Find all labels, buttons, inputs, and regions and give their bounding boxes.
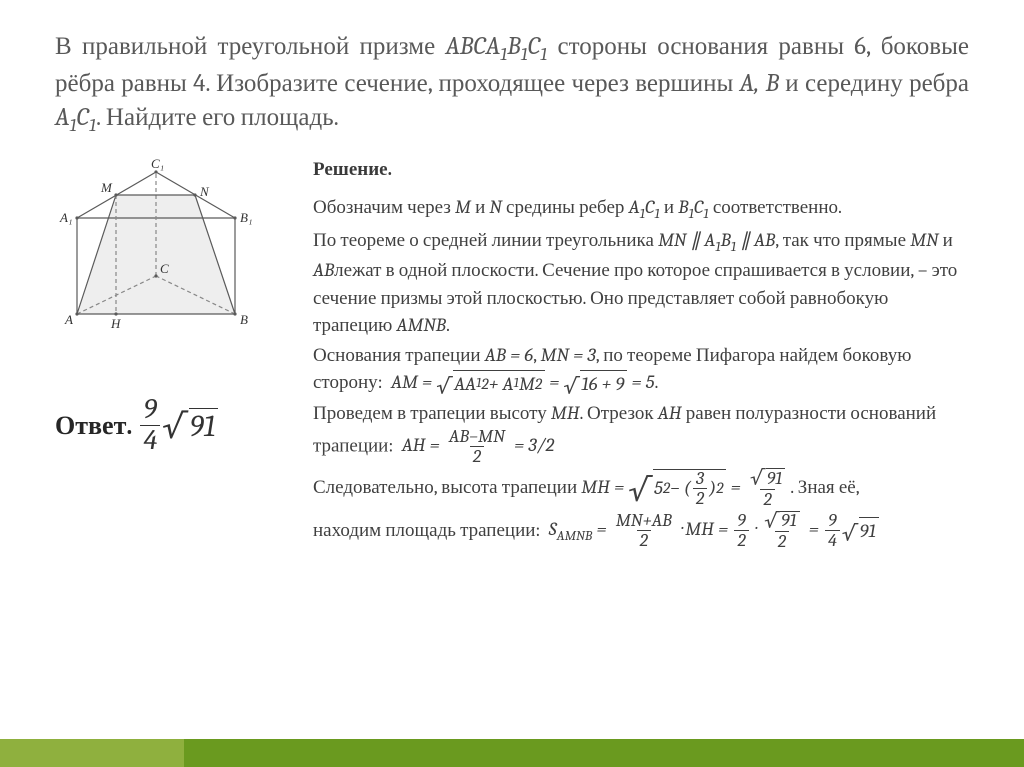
left-column: A B A₁ B₁ C C₁ M N H Ответ. 94√91 xyxy=(55,156,295,553)
svg-text:C: C xyxy=(160,261,169,276)
svg-text:A₁: A₁ xyxy=(59,210,72,225)
svg-text:B: B xyxy=(240,312,248,327)
content-row: A B A₁ B₁ C C₁ M N H Ответ. 94√91 Решение. Обозн… xyxy=(55,156,969,553)
solution-p2: По теореме о средней линии треугольника … xyxy=(313,227,969,340)
footer-segment-a xyxy=(0,739,184,767)
svg-text:H: H xyxy=(110,316,121,331)
footer-bar xyxy=(0,739,1024,767)
svg-text:M: M xyxy=(100,180,113,195)
prism-diagram: A B A₁ B₁ C C₁ M N H xyxy=(55,156,265,336)
svg-text:C₁: C₁ xyxy=(151,156,164,171)
solution-p6: находим площадь трапеции: SAMNB = MN+AB2… xyxy=(313,511,969,552)
solution-p1: Обозначим через M и N средины ребер A1C1… xyxy=(313,194,969,225)
solution-p5: Следовательно, высота трапеции MH = √52 … xyxy=(313,468,969,509)
svg-text:B₁: B₁ xyxy=(240,210,252,225)
answer-block: Ответ. 94√91 xyxy=(55,396,218,455)
solution-column: Решение. Обозначим через M и N средины р… xyxy=(313,156,969,553)
svg-text:A: A xyxy=(64,312,73,327)
problem-statement: В правильной треугольной призме ABCA1B1C… xyxy=(55,30,969,138)
solution-p3: Основания трапеции AB = 6, MN = 3, по те… xyxy=(313,342,969,398)
answer-value: 94√91 xyxy=(138,396,218,455)
slide: В правильной треугольной призме ABCA1B1C… xyxy=(0,0,1024,739)
solution-p4: Проведем в трапеции высоту MH. Отрезок A… xyxy=(313,400,969,466)
svg-text:N: N xyxy=(199,184,210,199)
answer-label: Ответ. xyxy=(55,411,132,441)
solution-title: Решение. xyxy=(313,156,969,184)
footer-segment-b xyxy=(184,739,1024,767)
